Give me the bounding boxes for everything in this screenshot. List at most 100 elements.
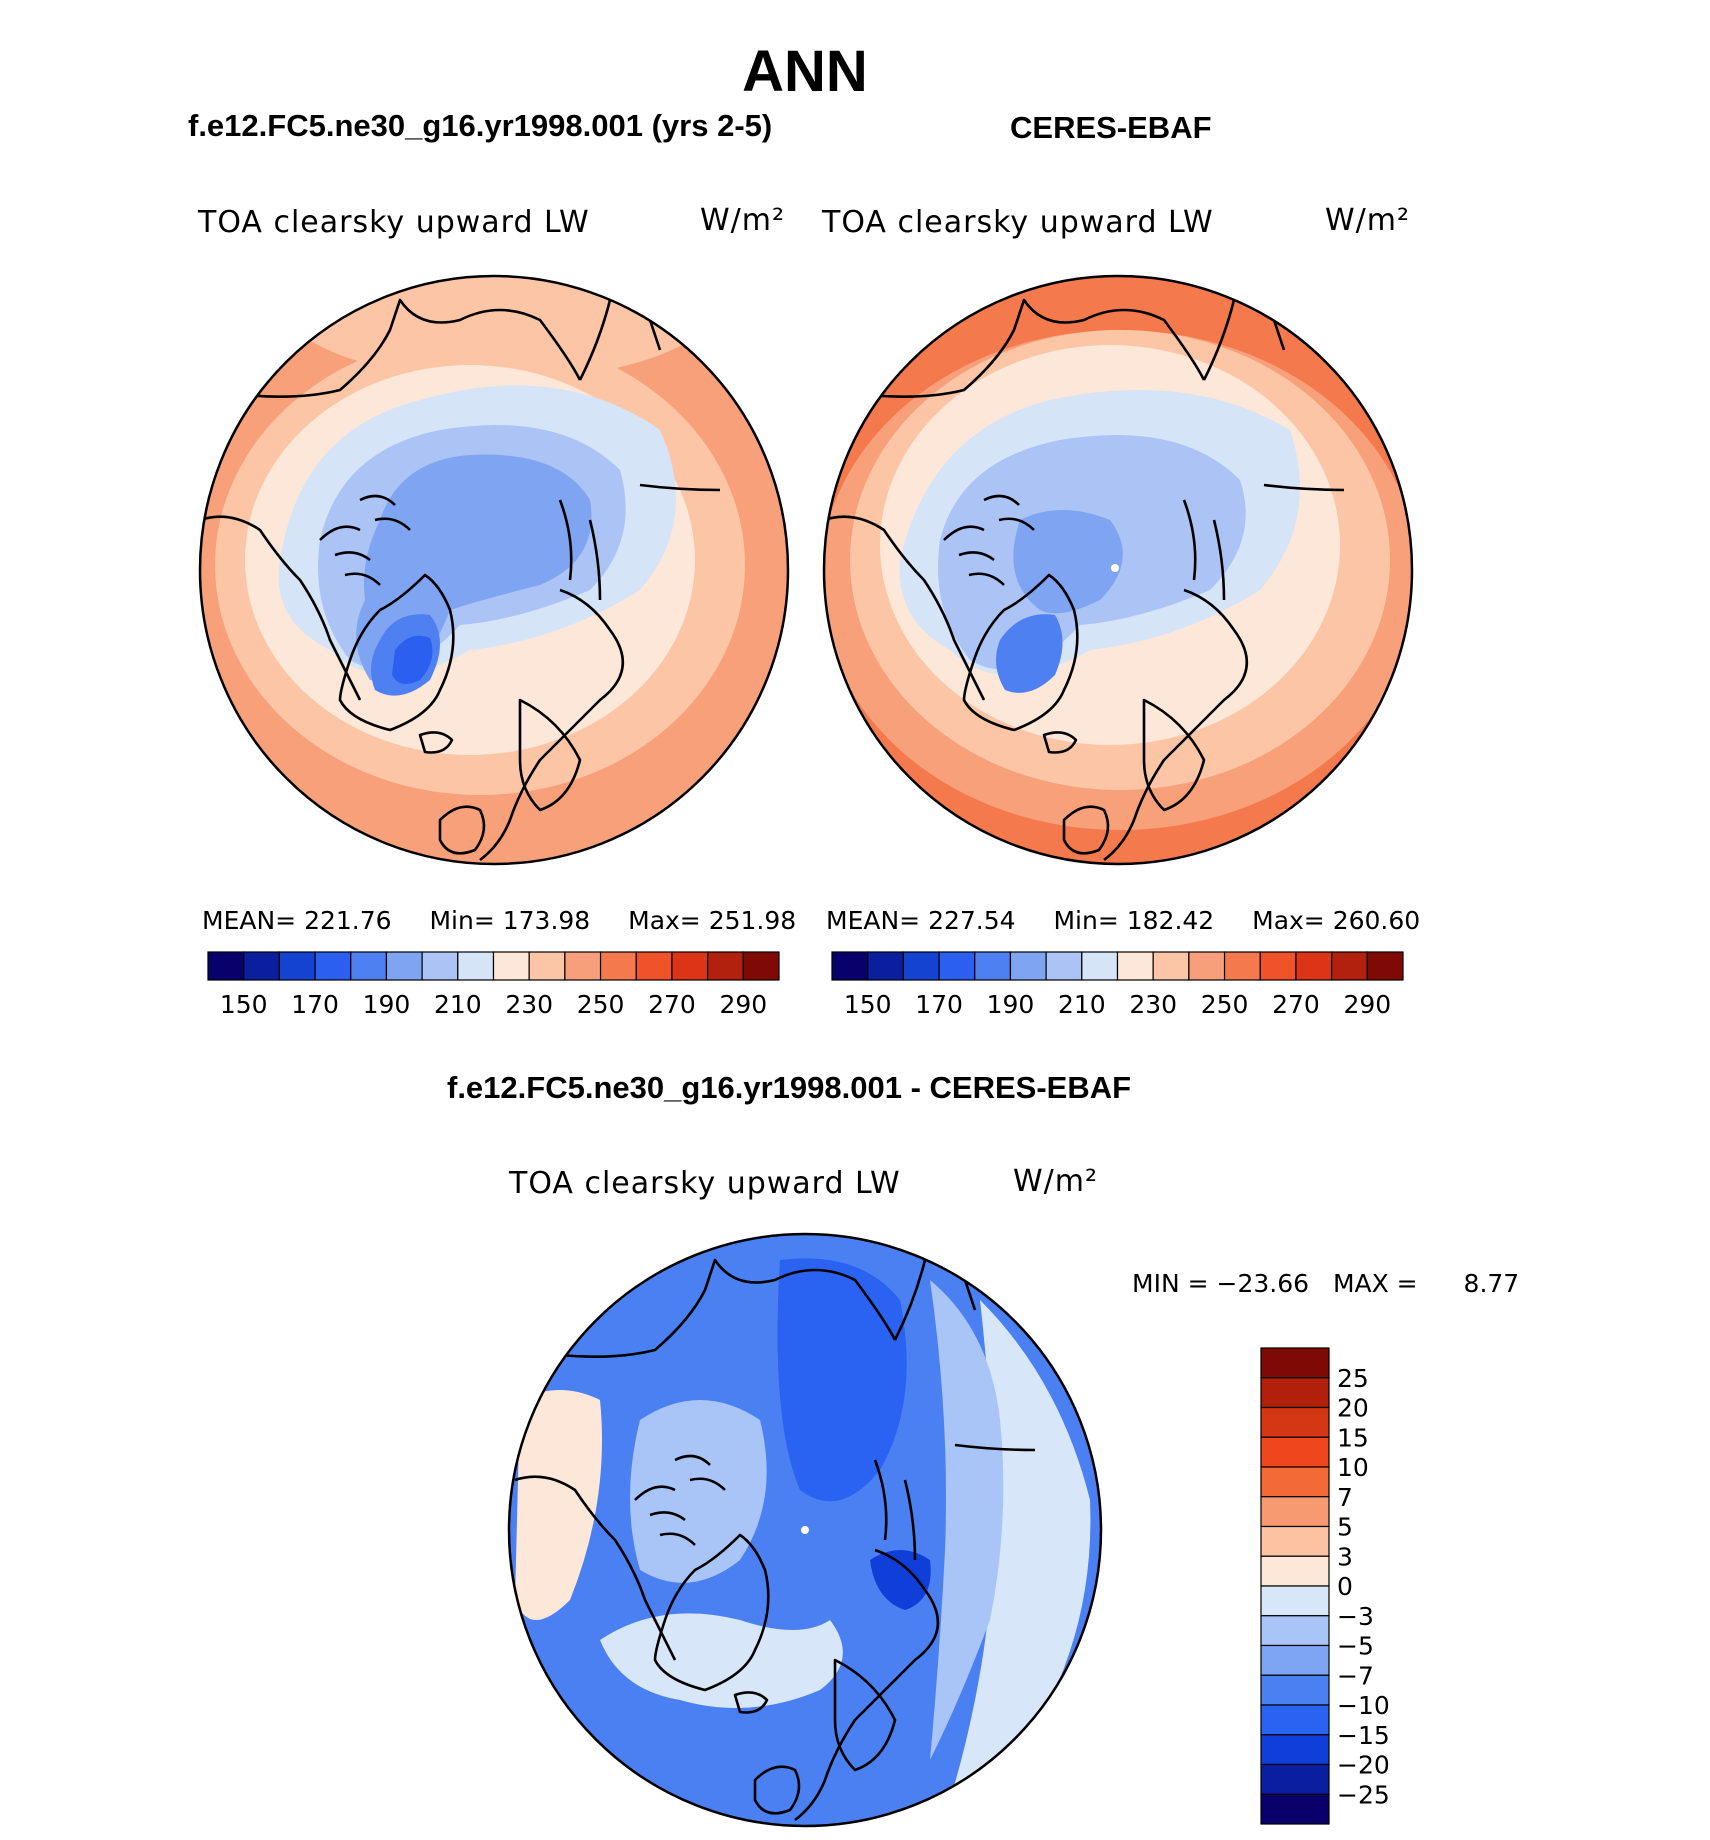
model-map-border <box>198 274 790 866</box>
diff-colorbar-swatch <box>1260 1377 1330 1409</box>
obs-colorbar-tick-label: 270 <box>1272 990 1320 1019</box>
model-stats: MEAN= 221.76 Min= 173.98 Max= 251.98 <box>202 906 796 935</box>
obs-variable-label: TOA clearsky upward LW <box>822 205 1214 240</box>
diff-units-label: W/m² <box>1013 1164 1099 1199</box>
diff-map-contour <box>950 1300 1091 1800</box>
model-colorbar-swatch <box>599 951 637 981</box>
model-map-contour <box>280 276 720 380</box>
model-polar-map <box>200 276 788 864</box>
model-colorbar-swatch <box>564 951 602 981</box>
model-colorbar-swatch <box>528 951 566 981</box>
diff-colorbar-swatch <box>1260 1674 1330 1706</box>
diff-colorbar-swatch <box>1260 1466 1330 1498</box>
diff-stats: MIN = −23.66 MAX = 8.77 <box>1132 1269 1519 1298</box>
model-colorbar-swatch <box>278 951 316 981</box>
diff-colorbar-tick-label: −3 <box>1337 1602 1374 1631</box>
diff-colorbar-tick-label: −25 <box>1337 1780 1390 1809</box>
model-max-value: 251.98 <box>708 906 797 935</box>
model-mean-value: 221.76 <box>304 906 392 935</box>
diff-max-label: MAX = <box>1332 1269 1418 1298</box>
obs-map-contour <box>1013 510 1123 614</box>
diff-colorbar-swatch <box>1260 1406 1330 1438</box>
obs-colorbar-swatch <box>1116 951 1154 981</box>
obs-colorbar-swatch <box>1152 951 1190 981</box>
model-colorbar-swatch <box>457 951 495 981</box>
diff-colorbar-tick-label: 7 <box>1337 1483 1353 1512</box>
model-colorbar-swatch <box>421 951 459 981</box>
model-max-label: Max= <box>628 906 701 935</box>
obs-colorbar: 150 170 190 210 230 250 270 290 <box>831 951 1404 1019</box>
diff-map-contour <box>930 1280 1004 1760</box>
diff-colorbar-swatch <box>1260 1436 1330 1468</box>
diff-colorbar-tick-label: 25 <box>1337 1364 1369 1393</box>
model-colorbar-tick-label: 150 <box>220 990 268 1019</box>
model-variable-label: TOA clearsky upward LW <box>198 205 590 240</box>
diff-colorbar-swatch <box>1260 1496 1330 1528</box>
diff-colorbar-tick-label: −15 <box>1337 1721 1390 1750</box>
obs-colorbar-swatch <box>1045 951 1083 981</box>
model-colorbar: 150 170 190 210 230 250 270 290 <box>207 951 780 1019</box>
model-colorbar-tick-label: 170 <box>291 990 339 1019</box>
obs-colorbar-swatch <box>1081 951 1119 981</box>
model-colorbar-tick-label: 290 <box>719 990 767 1019</box>
obs-colorbar-tick-label: 210 <box>1058 990 1106 1019</box>
diff-colorbar-tick-label: 15 <box>1337 1423 1369 1452</box>
obs-max-label: Max= <box>1252 906 1325 935</box>
obs-colorbar-tick-label: 290 <box>1343 990 1391 1019</box>
obs-colorbar-swatch <box>902 951 940 981</box>
diff-colorbar-tick-label: 3 <box>1337 1542 1353 1571</box>
diff-colorbar-swatch <box>1260 1585 1330 1617</box>
diff-title: f.e12.FC5.ne30_g16.yr1998.001 - CERES-EB… <box>447 1070 1132 1105</box>
model-colorbar-tick-label: 230 <box>505 990 553 1019</box>
diff-map-contour <box>515 1390 602 1620</box>
obs-colorbar-swatch <box>1295 951 1333 981</box>
diff-map-contour <box>870 1550 931 1610</box>
obs-colorbar-swatch <box>1188 951 1226 981</box>
diff-map-contour <box>630 1400 767 1583</box>
diff-colorbar-swatch <box>1260 1555 1330 1587</box>
model-colorbar-swatch <box>350 951 388 981</box>
model-colorbar-swatch <box>243 951 280 981</box>
obs-map-contour <box>996 614 1063 693</box>
model-colorbar-tick-label: 270 <box>648 990 696 1019</box>
obs-colorbar-tick-label: 170 <box>915 990 963 1019</box>
diff-pole-marker <box>801 1526 809 1534</box>
diff-colorbar-tick-label: −20 <box>1337 1751 1390 1780</box>
diff-colorbar-swatch <box>1260 1734 1330 1766</box>
diff-variable-label: TOA clearsky upward LW <box>509 1166 901 1201</box>
obs-colorbar-swatch <box>938 951 976 981</box>
obs-units-label: W/m² <box>1325 203 1411 238</box>
diff-colorbar-swatch <box>1260 1644 1330 1676</box>
obs-colorbar-swatch <box>1331 951 1368 981</box>
obs-polar-map <box>824 276 1412 864</box>
obs-title: CERES-EBAF <box>1010 110 1212 145</box>
model-colorbar-swatch <box>492 951 530 981</box>
obs-pole-marker <box>1111 564 1119 572</box>
obs-colorbar-swatch <box>867 951 904 981</box>
diff-colorbar-tick-label: 20 <box>1337 1394 1369 1423</box>
model-colorbar-swatch <box>707 951 744 981</box>
obs-colorbar-tick-label: 250 <box>1201 990 1249 1019</box>
model-map-contour <box>392 635 433 684</box>
obs-colorbar-swatch <box>1223 951 1261 981</box>
obs-min-label: Min= <box>1053 906 1119 935</box>
model-min-value: 173.98 <box>502 906 591 935</box>
model-units-label: W/m² <box>700 203 786 238</box>
model-colorbar-tick-label: 190 <box>363 990 411 1019</box>
diff-colorbar-swatch <box>1260 1704 1330 1736</box>
model-min-label: Min= <box>429 906 495 935</box>
obs-colorbar-tick-label: 150 <box>844 990 892 1019</box>
obs-colorbar-tick-label: 230 <box>1129 990 1177 1019</box>
model-colorbar-swatch <box>207 951 245 981</box>
model-colorbar-swatch <box>314 951 352 981</box>
obs-colorbar-swatch <box>1366 951 1404 981</box>
obs-colorbar-swatch <box>974 951 1012 981</box>
model-case-title: f.e12.FC5.ne30_g16.yr1998.001 (yrs 2-5) <box>188 108 773 143</box>
model-colorbar-swatch <box>742 951 780 981</box>
diff-min-value: −23.66 <box>1216 1269 1310 1298</box>
diff-map-contour <box>777 1258 907 1502</box>
diff-max-value: 8.77 <box>1463 1269 1520 1298</box>
diff-colorbar-tick-label: 0 <box>1337 1572 1353 1601</box>
